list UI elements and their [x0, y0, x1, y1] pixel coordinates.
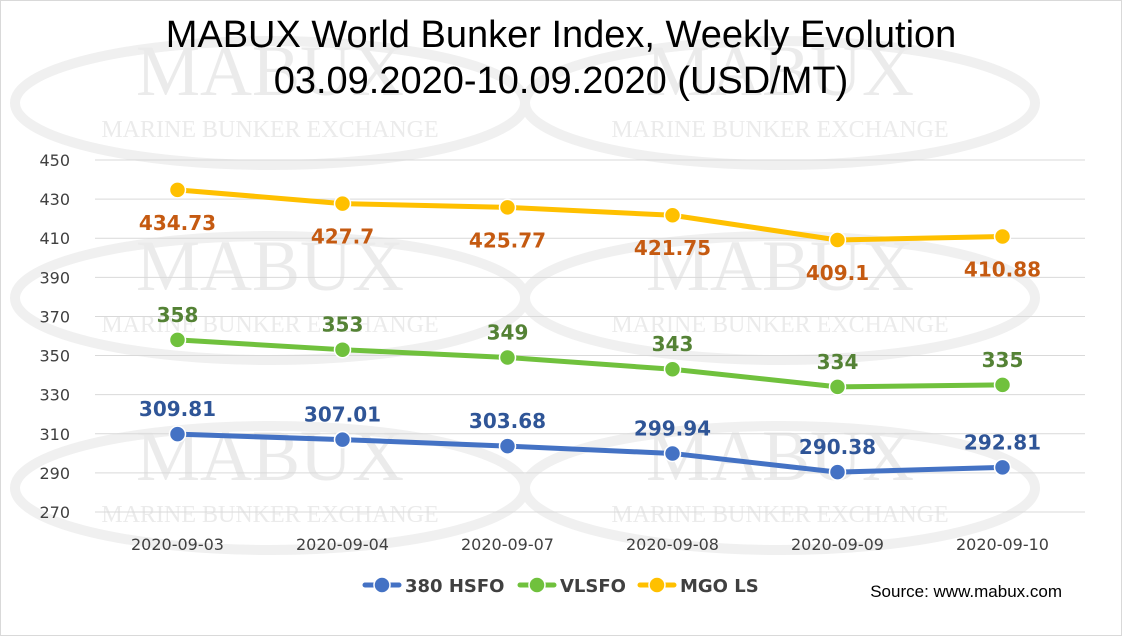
data-point [993, 227, 1012, 246]
source-note: Source: www.mabux.com [870, 582, 1062, 601]
data-point [333, 340, 352, 359]
legend-item: MGO LS [637, 576, 759, 597]
legend: 380 HSFO VLSFO MGO LS [362, 576, 759, 597]
data-label: 292.81 [964, 430, 1041, 454]
data-point [498, 348, 517, 367]
x-tick-label: 2020-09-09 [791, 535, 884, 554]
data-label: 409.1 [806, 261, 869, 285]
data-label: 309.81 [139, 397, 216, 421]
y-tick-label: 290 [39, 464, 70, 483]
data-label: 425.77 [469, 228, 546, 252]
data-point [828, 463, 847, 481]
legend-swatch-marker [373, 576, 391, 594]
legend-swatch-marker [528, 576, 546, 594]
legend-label: VLSFO [560, 576, 626, 597]
series-line [175, 187, 1005, 243]
chart-title-line-2: 03.09.2020-10.09.2020 (USD/MT) [273, 60, 849, 102]
x-tick-label: 2020-09-07 [461, 535, 554, 554]
data-point [993, 376, 1012, 394]
x-tick-label: 2020-09-08 [626, 535, 719, 554]
watermark-subtext: MARINE BUNKER EXCHANGE [101, 117, 438, 143]
y-tick-label: 430 [39, 190, 70, 209]
data-point [498, 437, 517, 455]
data-label: 353 [322, 313, 364, 337]
watermark-text: MABUX [136, 31, 404, 111]
y-tick-label: 330 [39, 386, 70, 405]
y-tick-label: 370 [39, 307, 70, 326]
data-label: 427.7 [311, 225, 374, 249]
y-tick-label: 270 [39, 503, 70, 522]
data-label: 410.88 [964, 258, 1041, 282]
data-label: 343 [652, 332, 694, 356]
data-point [333, 430, 352, 449]
watermark-swoosh [520, 421, 1040, 555]
watermark-swoosh [520, 231, 1040, 365]
watermark-text: MABUX [646, 31, 914, 111]
data-point [993, 458, 1012, 477]
watermark-subtext: MARINE BUNKER EXCHANGE [101, 502, 438, 528]
watermark-text: MABUX [136, 226, 404, 306]
data-label: 434.73 [139, 211, 216, 235]
watermark-subtext: MARINE BUNKER EXCHANGE [611, 117, 948, 143]
x-tick-label: 2020-09-03 [131, 535, 224, 554]
data-point [828, 378, 847, 396]
y-tick-label: 350 [39, 347, 70, 366]
data-label: 335 [982, 348, 1024, 372]
chart-title-line-1: MABUX World Bunker Index, Weekly Evoluti… [165, 14, 957, 56]
y-tick-label: 410 [39, 229, 70, 248]
data-point [828, 231, 847, 249]
data-label: 299.94 [634, 416, 711, 440]
y-axis: 270 290 310 330 350 370 390 410 430 450 [39, 151, 70, 522]
watermark-layer: MABUX MARINE BUNKER EXCHANGE MABUX MARINE B… [10, 31, 1040, 555]
legend-swatch-marker [648, 576, 666, 594]
series-380-hsfo: 309.81 307.01 303.68 299.94 290.38 292.81 [139, 397, 1041, 481]
y-tick-label: 450 [39, 151, 70, 170]
data-label: 307.01 [304, 403, 381, 427]
y-tick-label: 390 [39, 268, 70, 287]
series-mgo-ls: 434.73 427.7 425.77 421.75 409.1 410.88 [139, 181, 1041, 285]
legend-item: VLSFO [517, 576, 626, 597]
watermark-subtext: MARINE BUNKER EXCHANGE [611, 502, 948, 528]
data-label: 334 [817, 350, 859, 374]
data-point [168, 181, 187, 199]
watermark-subtext: MARINE BUNKER EXCHANGE [101, 312, 438, 338]
legend-label: MGO LS [680, 576, 759, 597]
data-point [333, 194, 352, 213]
data-point [168, 425, 187, 443]
series-line [175, 337, 1005, 390]
legend-item: 380 HSFO [362, 576, 504, 597]
data-point [663, 206, 682, 224]
legend-label: 380 HSFO [405, 576, 504, 597]
data-point [663, 360, 682, 378]
data-point [168, 331, 187, 349]
data-point [498, 198, 517, 217]
data-label: 290.38 [799, 435, 876, 459]
data-label: 421.75 [634, 236, 711, 260]
series-vlsfo: 358 353 349 343 334 335 [157, 303, 1024, 396]
x-axis: 2020-09-03 2020-09-04 2020-09-07 2020-09-08… [131, 535, 1049, 554]
y-tick-label: 310 [39, 425, 70, 444]
data-point [663, 444, 682, 463]
watermark-swoosh [520, 36, 1040, 170]
x-tick-label: 2020-09-10 [956, 535, 1049, 554]
data-label: 358 [157, 303, 199, 327]
data-label: 303.68 [469, 409, 546, 433]
x-tick-label: 2020-09-04 [296, 535, 389, 554]
series-line [175, 431, 1005, 475]
data-label: 349 [487, 321, 529, 345]
chart-title: MABUX World Bunker Index, Weekly Evoluti… [0, 12, 1122, 104]
